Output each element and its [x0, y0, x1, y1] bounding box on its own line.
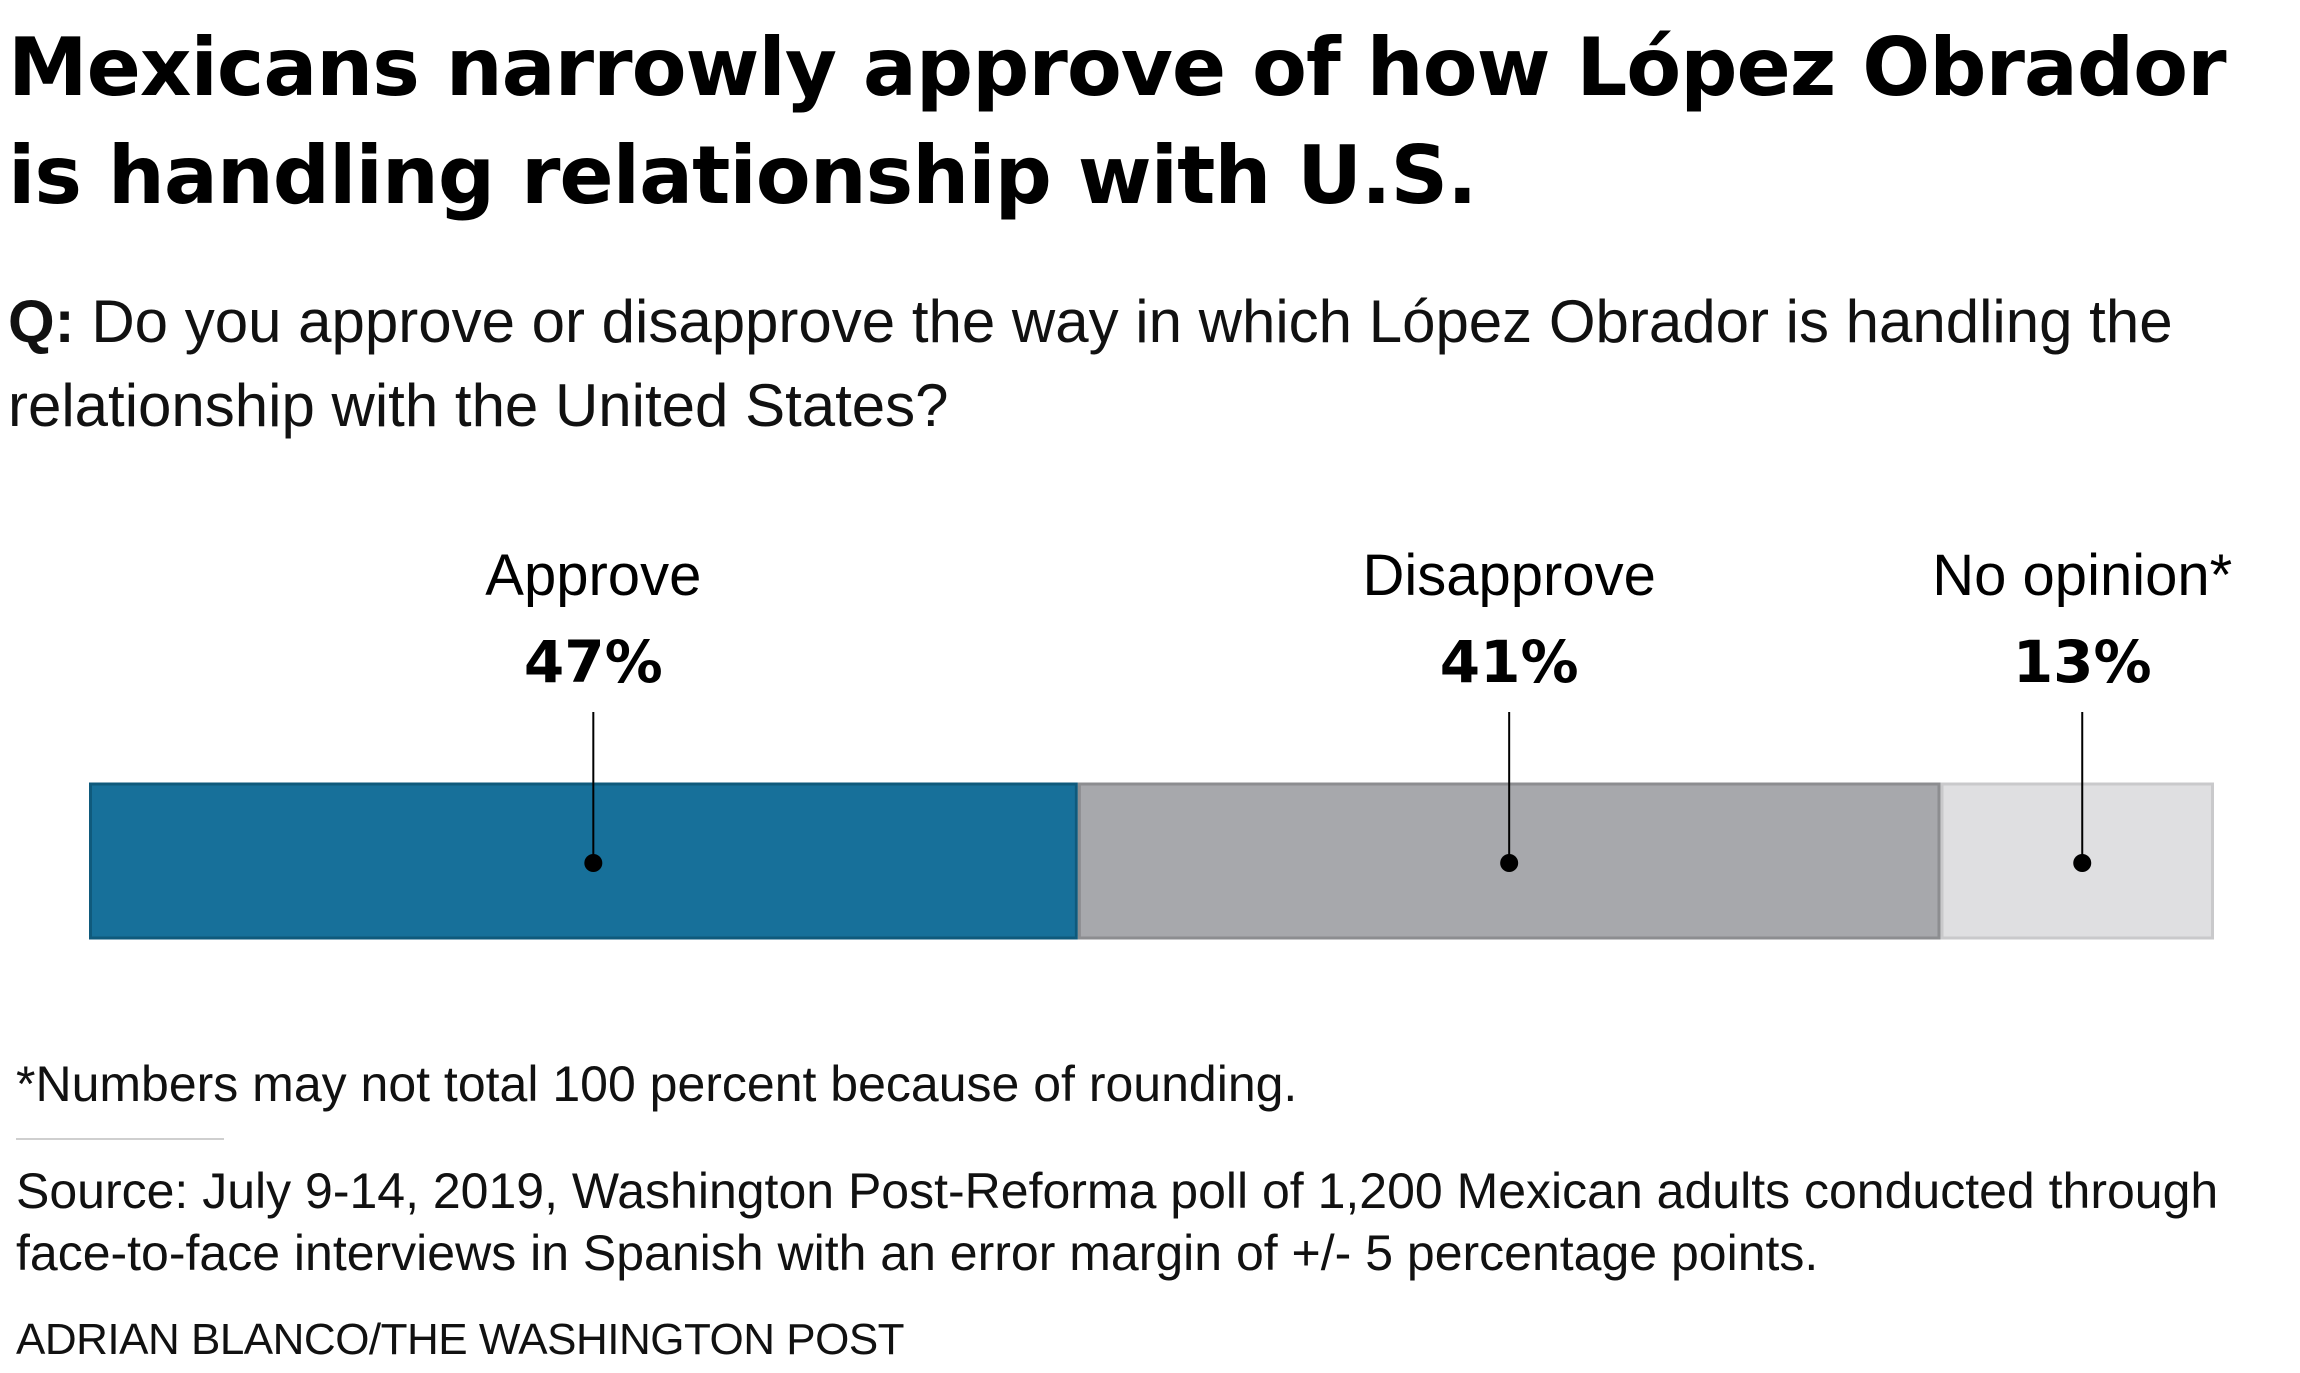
- credit-line: ADRIAN BLANCO/THE WASHINGTON POST: [16, 1315, 905, 1364]
- footnote: *Numbers may not total 100 percent becau…: [16, 1056, 1298, 1112]
- question-text: Do you approve or disapprove the way in …: [8, 288, 2173, 439]
- bar-segment-approve: [89, 782, 1078, 940]
- value-label-approve: 47%: [524, 628, 663, 696]
- divider: [16, 1138, 224, 1140]
- value-label-disapprove: 41%: [1440, 628, 1579, 696]
- category-label-disapprove: Disapprove: [1362, 543, 1655, 608]
- survey-question: Q: Do you approve or disapprove the way …: [8, 280, 2288, 448]
- stacked-bar-chart: Approve 47% Disapprove 41% No opinion* 13%: [89, 543, 2232, 940]
- bar-segments: [89, 782, 2214, 940]
- leader-dot-disapprove: [1500, 854, 1519, 872]
- chart-title: Mexicans narrowly approve of how López O…: [8, 21, 2227, 222]
- category-label-no-opinion: No opinion*: [1932, 543, 2232, 608]
- source-note: Source: July 9-14, 2019, Washington Post…: [16, 1163, 2219, 1281]
- leader-dot-approve: [584, 854, 603, 872]
- leader-dot-no-opinion: [2073, 854, 2092, 872]
- question-prefix: Q:: [8, 288, 75, 355]
- value-label-no-opinion: 13%: [2013, 628, 2152, 696]
- segment-annotations: Approve 47% Disapprove 41% No opinion* 13%: [485, 543, 2232, 872]
- category-label-approve: Approve: [485, 543, 701, 608]
